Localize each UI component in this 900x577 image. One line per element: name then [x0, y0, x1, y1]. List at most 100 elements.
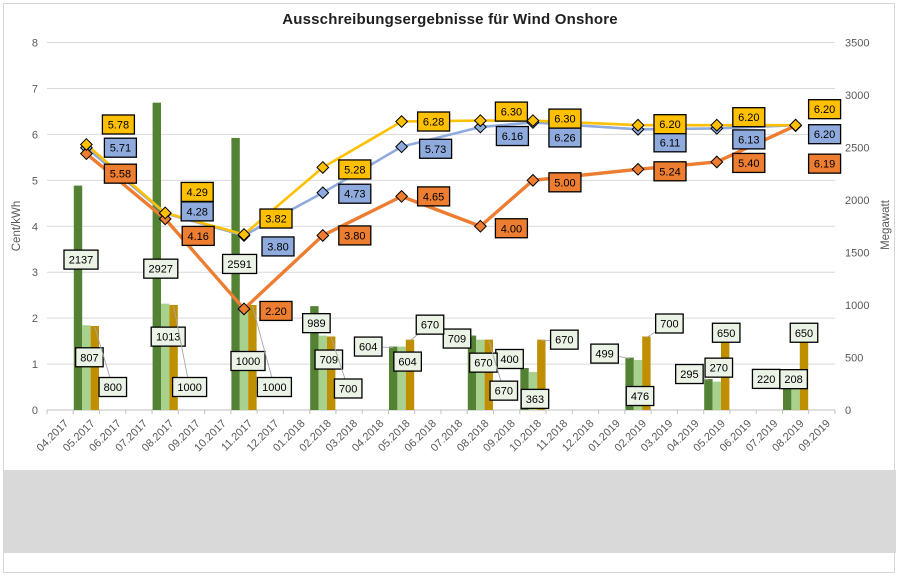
line-data-label: 4.73: [344, 189, 365, 201]
marker-tiefstes-05.2019: [710, 155, 724, 169]
marker-mengengewichteter-05.2018: [395, 140, 409, 154]
left-axis-tick-label: 4: [32, 221, 38, 233]
bar-data-label: 650: [717, 328, 735, 340]
bar-data-label: 363: [526, 394, 544, 406]
marker-hoechstes-02.2019: [631, 118, 645, 132]
line-data-label: 5.40: [738, 158, 759, 170]
bar-data-label-box: [655, 313, 684, 334]
bar-data-label-box: [75, 347, 104, 368]
bar-ausgeschriebene-02.2019: [642, 336, 651, 410]
bar-ausgeschriebene-08.2018: [484, 339, 493, 410]
bar-bezuschlagte-08.2018: [476, 339, 485, 410]
line-data-label: 6.28: [423, 117, 444, 129]
line-data-label-box: [494, 218, 529, 239]
bar-data-label-box: [442, 328, 472, 349]
marker-hoechstes-05.2018: [395, 115, 409, 129]
right-axis-tick-label: 1500: [845, 248, 869, 260]
right-axis-title: Megawatt: [880, 200, 892, 250]
line-data-label-box: [338, 183, 372, 204]
bar-data-label: 670: [474, 358, 492, 370]
bar-data-label-box: [143, 258, 179, 279]
line-data-label: 5.71: [110, 143, 131, 155]
bar-data-label: 604: [359, 342, 377, 354]
line-data-label-box: [807, 153, 842, 174]
bar-data-label-box: [393, 351, 423, 372]
bar-data-label: 1000: [236, 356, 260, 368]
right-axis-tick-label: 0: [845, 405, 851, 417]
bar-eingegangene-05.2017: [73, 185, 83, 410]
bar-data-label-box: [625, 385, 655, 407]
line-data-label-box: [338, 159, 372, 180]
bar-data-label: 1013: [156, 332, 180, 344]
marker-tiefstes-02.2018: [316, 228, 330, 242]
line-data-label: 4.65: [423, 191, 444, 203]
marker-tiefstes-08.2018: [473, 219, 487, 233]
right-axis-tick-label: 2000: [845, 195, 869, 207]
line-data-label-box: [732, 152, 766, 174]
bar-ausgeschriebene-05.2017: [90, 326, 99, 410]
bar-data-label-box: [675, 363, 704, 385]
line-data-label: 5.24: [659, 166, 680, 178]
label-leader-line: [173, 305, 191, 388]
bar-eingegangene-02.2019: [625, 357, 634, 410]
line-data-label-box: [495, 125, 530, 147]
line-data-label-box: [181, 225, 215, 247]
bar-data-label: 2591: [227, 259, 251, 271]
right-axis-tick-label: 3000: [845, 90, 869, 102]
bar-data-label-box: [549, 329, 579, 350]
left-axis-tick-label: 1: [32, 359, 38, 371]
chart-legend: Eingegangene MW Bezuschlagte MW Ausgesch…: [4, 470, 896, 553]
bar-data-label-box: [301, 313, 331, 334]
bar-eingegangene-05.2018: [389, 346, 398, 410]
line-data-label: 4.29: [186, 187, 207, 199]
line-data-label-box: [653, 114, 687, 135]
marker-tiefstes-05.2018: [395, 189, 409, 203]
line-data-label-box: [338, 225, 372, 246]
left-axis-title: Cent/kWh: [11, 200, 23, 252]
bar-data-label: 499: [595, 349, 613, 361]
bar-data-label: 700: [339, 384, 357, 396]
chart-frame: [3, 3, 895, 573]
bar-data-label: 670: [495, 386, 513, 398]
line-data-label: 5.73: [425, 144, 446, 156]
line-data-label: 6.11: [660, 137, 681, 149]
bar-ausgeschriebene-05.2018: [405, 339, 415, 410]
left-axis-tick-label: 8: [32, 38, 38, 50]
right-axis-tick-label: 2500: [845, 143, 869, 155]
line-data-label: 4.00: [501, 223, 522, 235]
line-data-label: 5.58: [110, 169, 131, 181]
bar-data-label: 670: [555, 335, 573, 347]
bar-data-label-box: [415, 314, 445, 335]
line-data-label-box: [732, 107, 766, 128]
line-data-label: 6.30: [501, 107, 522, 119]
bar-data-label: 604: [398, 357, 416, 369]
marker-hoechstes-02.2018: [316, 160, 330, 174]
bar-data-label-box: [353, 336, 383, 357]
bar-data-label: 650: [795, 328, 813, 340]
marker-tiefstes-02.2019: [631, 162, 645, 176]
bar-data-label: 670: [421, 320, 439, 332]
left-axis-tick-label: 0: [32, 405, 38, 417]
line-data-label-box: [548, 172, 582, 193]
line-data-label-box: [261, 236, 295, 257]
bar-eingegangene-05.2019: [704, 379, 713, 410]
left-axis-tick-label: 2: [32, 313, 38, 325]
line-data-label: 5.78: [108, 119, 129, 131]
bar-data-label: 208: [784, 374, 802, 386]
left-axis-tick-label: 7: [32, 83, 38, 95]
bar-data-label-box: [520, 388, 550, 410]
line-data-label: 6.20: [738, 112, 759, 124]
bar-data-label: 700: [660, 319, 678, 331]
line-data-label: 6.19: [814, 159, 835, 171]
line-data-label: 6.20: [814, 129, 835, 141]
bar-data-label-box: [63, 249, 99, 270]
bar-data-label: 800: [104, 382, 122, 394]
bar-data-label: 2927: [149, 264, 173, 276]
bar-data-label-box: [171, 376, 208, 398]
line-data-label: 3.82: [265, 214, 286, 226]
marker-hoechstes-05.2017: [79, 137, 93, 151]
bar-bezuschlagte-05.2017: [82, 325, 91, 410]
left-axis-tick-label: 5: [32, 175, 38, 187]
line-data-label: 4.28: [186, 206, 207, 218]
